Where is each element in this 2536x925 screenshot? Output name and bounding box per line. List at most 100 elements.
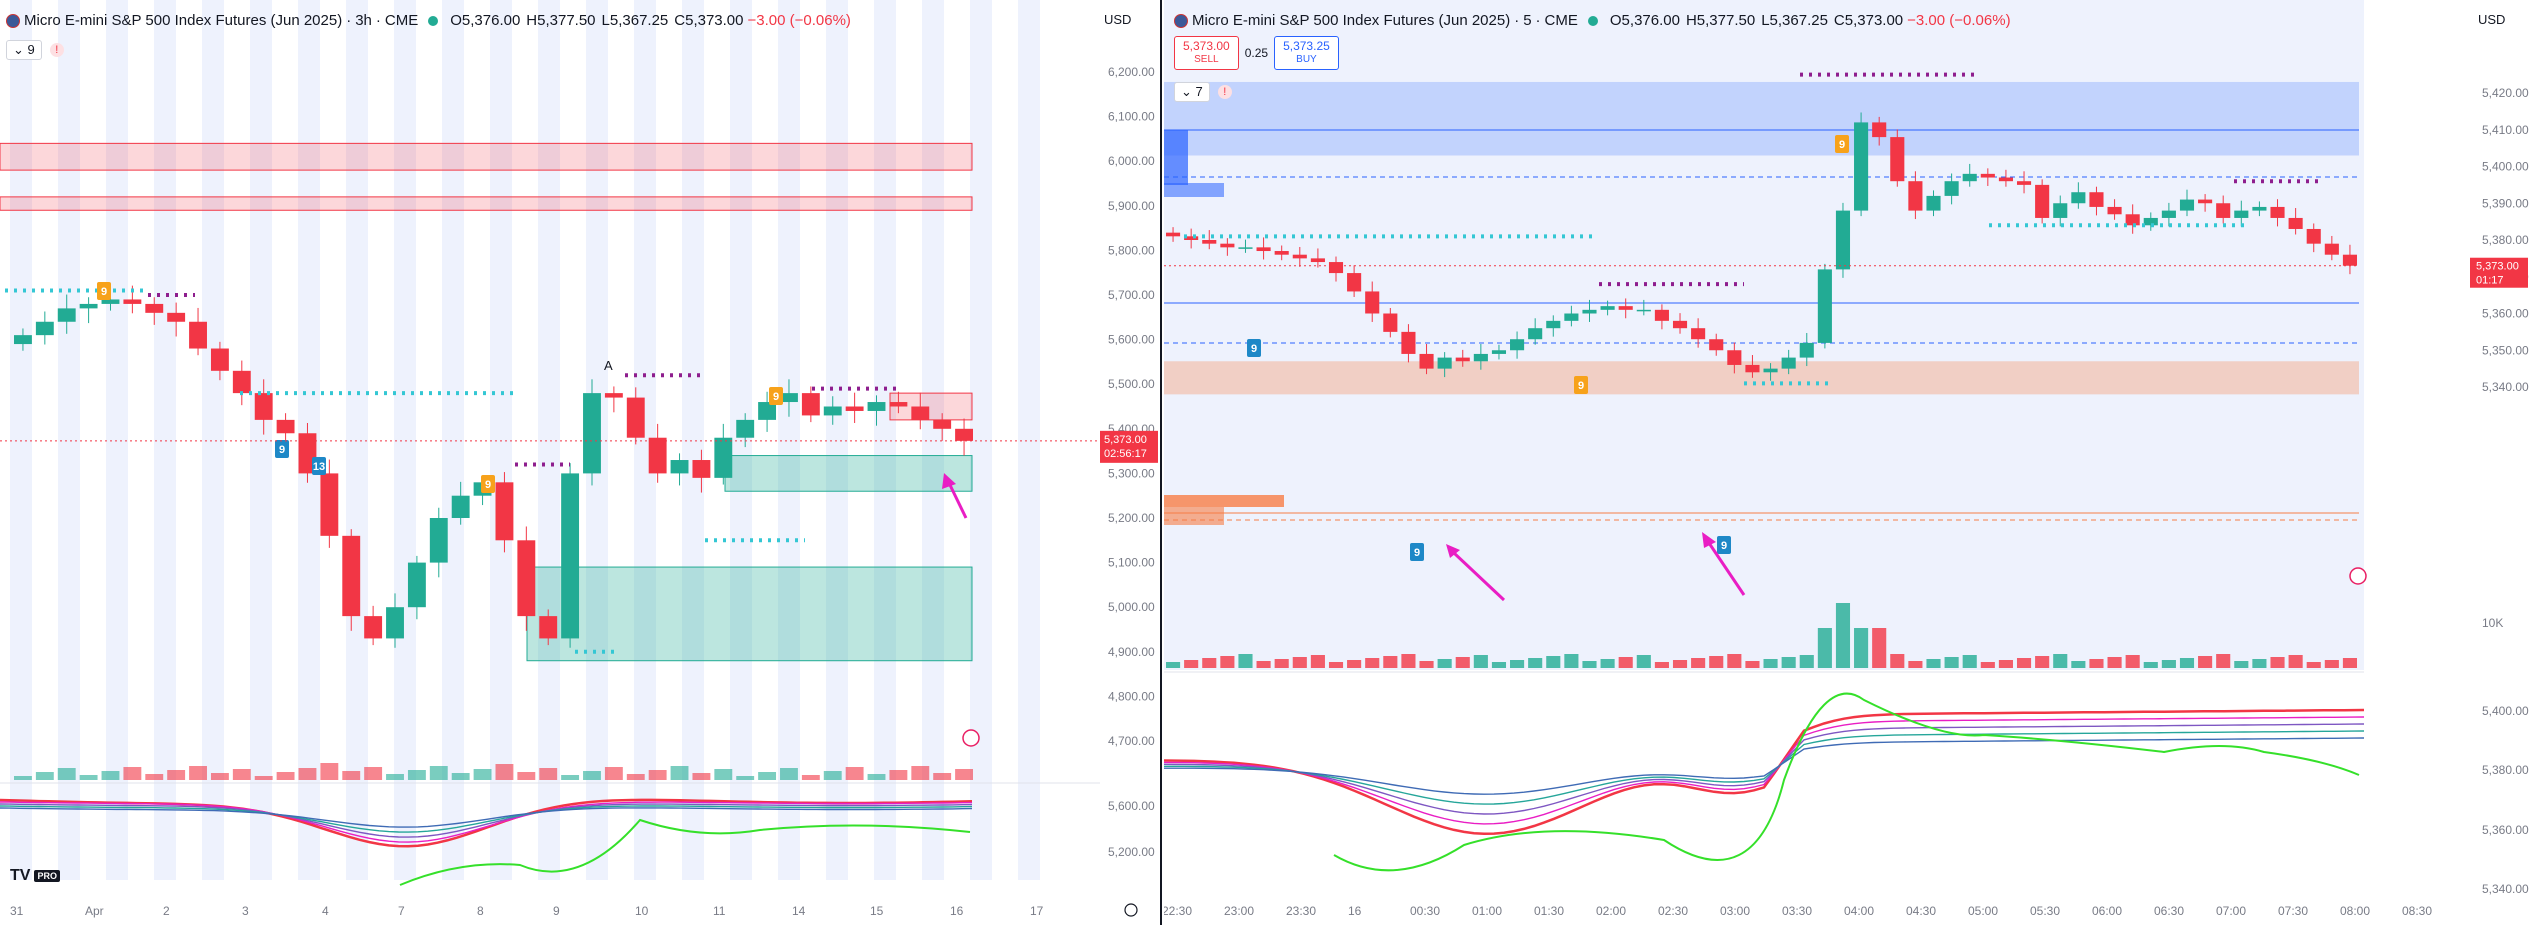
- price-axis-label: 5,300.00: [1108, 466, 1155, 480]
- countdown-timer: 01:17: [2476, 275, 2504, 287]
- price-axis-label: 5,410.00: [2482, 123, 2529, 137]
- volume-profile-bar: [1164, 130, 1188, 185]
- volume-bar: [1383, 656, 1398, 668]
- sequence-count-9-text: 9: [101, 286, 107, 298]
- right-indicator-toggle[interactable]: ⌄ 7 !: [1174, 82, 1232, 102]
- left-high: H5,377.50: [526, 12, 596, 29]
- time-axis-label: 3: [242, 904, 249, 918]
- volume-bar: [2125, 655, 2140, 668]
- candle-body: [845, 406, 864, 411]
- right-chart-canvas[interactable]: 5,420.00 5,410.00 5,400.00 5,390.00 5,380.00…: [1164, 0, 2536, 925]
- volume-bar: [1202, 658, 1217, 668]
- right-currency-label[interactable]: USD: [2478, 12, 2506, 27]
- volume-bar: [1274, 659, 1289, 668]
- candle-body: [1835, 210, 1851, 270]
- right-interval[interactable]: 5: [1523, 12, 1532, 29]
- candle-body: [1256, 247, 1271, 252]
- volume-bar: [2143, 662, 2158, 668]
- left-indicator-count[interactable]: ⌄ 9: [6, 40, 42, 60]
- sequence-count-9-text: 9: [1414, 547, 1420, 559]
- warning-icon[interactable]: !: [1217, 85, 1232, 99]
- volume-bar: [670, 766, 689, 780]
- sell-button[interactable]: 5,373.00 SELL: [1174, 36, 1239, 70]
- right-chart-pane[interactable]: 5,420.00 5,410.00 5,400.00 5,390.00 5,380.00…: [1164, 0, 2536, 925]
- candle-body: [2161, 210, 2176, 218]
- left-indicator-toggle[interactable]: ⌄ 9 !: [6, 40, 64, 60]
- ma-line: [1164, 723, 2365, 815]
- volume-bar: [57, 768, 76, 780]
- price-axis-label: 6,200.00: [1108, 65, 1155, 79]
- price-axis-label: 5,200.00: [1108, 511, 1155, 525]
- volume-bar: [2288, 655, 2303, 668]
- sequence-count-9: [97, 282, 111, 300]
- buy-button[interactable]: 5,373.25 BUY: [1274, 36, 1339, 70]
- volume-bar: [626, 774, 645, 780]
- sequence-count-9: [1835, 135, 1849, 153]
- candle-body: [1202, 240, 1217, 244]
- session-shade: [826, 0, 848, 880]
- lightning-alert-icon: [2349, 567, 2367, 585]
- volume-bar: [604, 767, 623, 780]
- pro-badge: PRO: [34, 870, 60, 882]
- volume-bar: [101, 771, 120, 780]
- candle-body: [2016, 181, 2032, 185]
- candle-body: [933, 419, 952, 429]
- session-shade: [682, 0, 704, 880]
- sequence-count-9: [1410, 543, 1424, 561]
- time-axis-label: 15: [870, 904, 884, 918]
- session-shade: [634, 0, 656, 880]
- warning-icon[interactable]: !: [49, 43, 64, 57]
- price-axis-label: 5,340.00: [2482, 380, 2529, 394]
- candle-body: [167, 312, 186, 322]
- candle-body: [1944, 181, 1959, 196]
- left-currency-label[interactable]: USD: [1104, 12, 1132, 27]
- left-symbol-name[interactable]: Micro E-mini S&P 500 Index Futures (Jun …: [24, 12, 343, 29]
- volume-bar: [2107, 657, 2122, 668]
- right-indicator-count[interactable]: ⌄ 7: [1174, 82, 1210, 102]
- volume-bar: [276, 772, 295, 780]
- right-symbol-name[interactable]: Micro E-mini S&P 500 Index Futures (Jun …: [1192, 12, 1511, 29]
- candle-body: [1274, 251, 1289, 255]
- pink-arrow-head: [1446, 544, 1460, 558]
- candle-body: [539, 616, 558, 639]
- volume-bar: [2016, 658, 2032, 668]
- session-shade: [970, 0, 992, 880]
- time-axis-label: 22:30: [1164, 904, 1192, 918]
- candle-body: [1383, 313, 1398, 332]
- volume-bar: [1727, 654, 1742, 668]
- candle-body: [79, 303, 98, 309]
- right-indicator-count-text: 7: [1195, 84, 1203, 99]
- left-chart-pane[interactable]: 6,200.00 6,100.00 6,000.00 5,900.00 5,800.00…: [0, 0, 1162, 925]
- price-axis-label: 5,380.00: [2482, 233, 2529, 247]
- us-flag-icon: [6, 13, 20, 28]
- sequence-count-13-text: 13: [313, 461, 325, 473]
- price-axis-label: 5,000.00: [1108, 600, 1155, 614]
- time-axis-label: 08:00: [2340, 904, 2370, 918]
- volume-bar: [1944, 657, 1959, 668]
- us-flag-icon: [1174, 13, 1188, 28]
- volume-bar: [254, 776, 273, 780]
- volume-bar: [1998, 660, 2013, 668]
- time-axis-label: 14: [792, 904, 806, 918]
- time-axis-label: 04:30: [1906, 904, 1936, 918]
- session-shade: [346, 0, 368, 880]
- ma-line: [0, 801, 973, 843]
- left-chart-canvas[interactable]: 6,200.00 6,100.00 6,000.00 5,900.00 5,800.00…: [0, 0, 1160, 925]
- sequence-count-9-text: 9: [1251, 343, 1257, 355]
- ma-line: [1164, 708, 2365, 836]
- volume-bar: [1546, 656, 1561, 668]
- price-axis-label: 5,400.00: [2482, 160, 2529, 174]
- pink-arrow: [948, 484, 968, 519]
- sequence-count-9: [1574, 376, 1588, 394]
- price-axis-label: 6,000.00: [1108, 154, 1155, 168]
- candle-body: [320, 473, 339, 536]
- candle-body: [2198, 199, 2213, 204]
- volume-bar: [1166, 662, 1181, 668]
- candle-body: [1962, 173, 1977, 182]
- candle-body: [670, 460, 689, 474]
- time-axis-label: 23:30: [1286, 904, 1316, 918]
- left-interval[interactable]: 3h: [355, 12, 372, 29]
- session-shade: [394, 0, 416, 880]
- candle-body: [145, 303, 164, 313]
- tradingview-logo[interactable]: TV PRO: [10, 867, 60, 885]
